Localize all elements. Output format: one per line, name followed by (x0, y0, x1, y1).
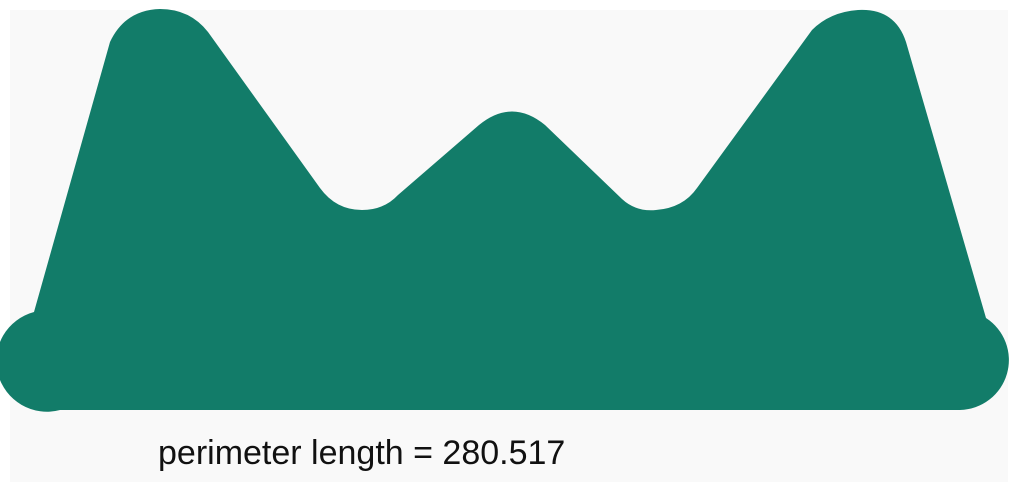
perimeter-caption: perimeter length = 280.517 (158, 434, 566, 472)
mountain-shape (0, 9, 1009, 412)
